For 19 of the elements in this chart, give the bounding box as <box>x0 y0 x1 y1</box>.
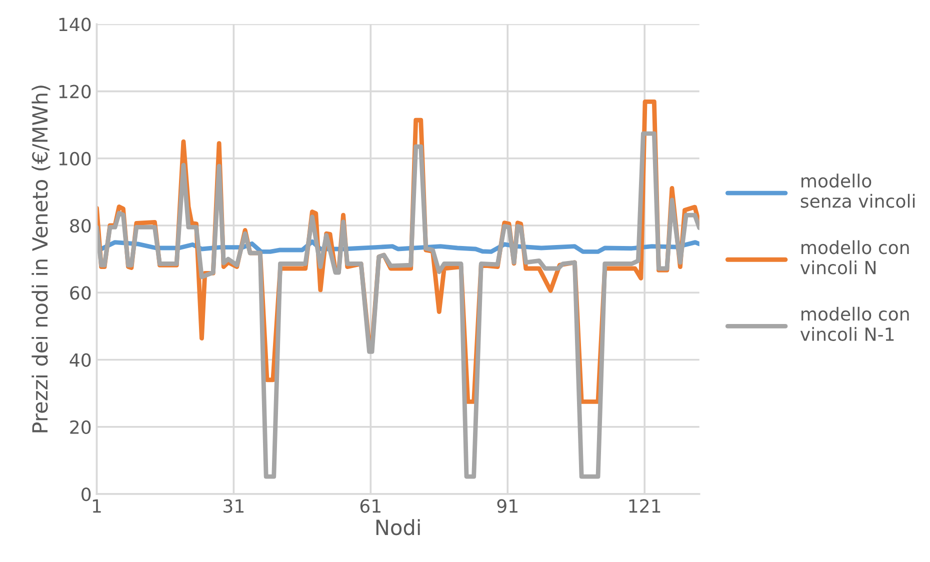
y-tick-label: 40 <box>70 353 91 367</box>
y-tick-label: 120 <box>59 84 91 98</box>
line-series <box>96 131 700 479</box>
y-tick-label: 100 <box>59 152 91 166</box>
x-axis-title: Nodi <box>376 519 420 536</box>
y-tick-label: 80 <box>70 218 91 233</box>
legend-label: modello con vincoli N-1 <box>800 306 909 342</box>
y-tick-label: 0 <box>82 487 91 502</box>
legend-label: modello senza vincoli <box>800 174 915 208</box>
x-tick-label: 91 <box>497 499 518 513</box>
x-tick-label: 61 <box>360 499 380 513</box>
legend-label: modello con vincoli N <box>800 240 909 274</box>
y-tick-label: 20 <box>70 420 91 434</box>
x-tick-label: 1 <box>92 499 101 513</box>
y-tick-label: 60 <box>70 286 91 300</box>
x-tick-label: 121 <box>629 499 660 513</box>
y-axis-title: Prezzi dei nodi in Veneto (€/MWh) <box>32 86 50 432</box>
x-tick-label: 31 <box>224 499 244 513</box>
y-tick-label: 140 <box>59 18 91 32</box>
